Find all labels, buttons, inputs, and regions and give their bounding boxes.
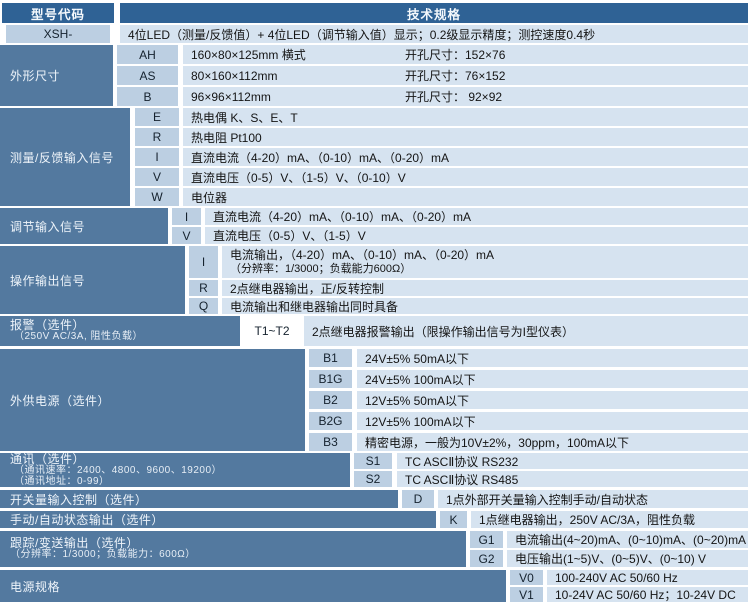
section-label-track-output: 跟踪/变送输出（选件） （分辨率：1/3000；负载能力：600Ω） [0,531,466,567]
code-cell-I: I [135,148,179,166]
desc-row: 热电偶 K、S、E、T [183,108,748,126]
desc-row: 10-24V AC 50/60 Hz；10-24V DC [547,587,748,602]
alarm-label-sub: （250V AC/3A, 阻性负载） [14,331,144,342]
desc-row: 24V±5% 100mA以下 [357,370,748,388]
desc-row: 80×160×112mm 开孔尺寸：76×152 [183,66,748,85]
header-model-code: 型号代码 [2,3,114,23]
model-prefix-cell: XSH- [6,25,110,43]
desc-row: 电压输出(1~5)V、(0~5)V、(0~10) V [507,550,748,567]
track-label-sub: （分辨率：1/3000；负载能力：600Ω） [10,549,196,560]
comm-label-sub2: （通讯地址：0-99） [14,475,110,487]
code-cell-R: R [189,280,218,296]
desc-row: 24V±5% 50mA以下 [357,349,748,367]
code-cell-R: R [135,128,179,146]
code-cell-T1-T2: T1~T2 [254,324,290,338]
code-cell-B1: B1 [309,349,352,367]
desc-row: TC ASCⅡ协议 RS485 [397,471,748,487]
desc-row: 电流输出，（4-20）mA、（0-10）mA、（0-20）mA （分辨率：1/3… [222,246,748,278]
section-label-alarm: 报警（选件） （250V AC/3A, 阻性负载） [0,316,240,346]
desc-row: 100-240V AC 50/60 Hz [547,570,748,585]
section-label-output-signal: 操作输出信号 [0,246,185,314]
desc-row: 电流输出和继电器输出同时具备 [222,298,748,314]
desc-row: 直流电流（4-20）mA、（0-10）mA、（0-20）mA [205,208,748,225]
dim-desc: 160×80×125mm 横式 [191,48,306,62]
code-cell-S2: S2 [354,471,392,487]
code-cell-S1: S1 [354,453,392,469]
desc-row: 电位器 [183,188,748,206]
dim-desc: 80×160×112mm [191,68,278,83]
code-cell-V: V [172,227,201,244]
code-cell-V: V [135,168,179,186]
desc-row: 热电阻 Pt100 [183,128,748,146]
dim-desc: 96×96×112mm [191,89,271,104]
desc-row: 电流输出(4~20)mA、(0~10)mA、(0~20)mA [507,531,748,548]
section-label-input-signal: 测量/反馈输入信号 [0,108,130,206]
desc-row: 直流电流（4-20）mA、（0-10）mA、（0-20）mA [183,148,748,166]
desc-row: 96×96×112mm 开孔尺寸： 92×92 [183,87,748,106]
section-label-power: 电源规格 [0,570,506,602]
code-cell-B2G: B2G [309,412,352,430]
code-cell-I: I [189,246,218,278]
code-cell-G2: G2 [470,550,503,567]
header-tech-spec: 技术规格 [120,3,748,23]
code-cell-V1: V1 [510,587,543,602]
desc-row: TC ASCⅡ协议 RS232 [397,453,748,469]
code-cell-V0: V0 [510,570,543,585]
code-cell-AH: AH [117,45,178,64]
model-desc-cell: 4位LED（测量/反馈值）+ 4位LED（调节输入值）显示；0.2级显示精度；测… [120,25,748,43]
desc-row: 2点继电器输出，正/反转控制 [222,280,748,296]
alarm-label-main: 报警（选件） [10,318,86,332]
code-cell-K: K [440,511,467,528]
desc-row: 160×80×125mm 横式 开孔尺寸：152×76 [183,45,748,64]
code-cell-W: W [135,188,179,206]
section-label-aux-power: 外供电源（选件） [0,349,305,451]
code-cell-G1: G1 [470,531,503,548]
desc-row: 2点继电器报警输出（限操作输出信号为I型仪表） [304,316,748,346]
comm-label-sub1: （通讯速率：2400、4800、9600、19200） [14,464,223,476]
comm-label-main: 通讯（选件） [10,451,86,466]
desc-row: 直流电压（0-5）V、（1-5）V、（0-10）V [183,168,748,186]
hole-size-text: 开孔尺寸：152×76 [405,48,506,62]
code-cell-D: D [402,490,434,508]
section-label-dimensions: 外形尺寸 [0,45,113,106]
code-cell-B2: B2 [309,391,352,409]
code-cell-B1G: B1G [309,370,352,388]
hole-size-text: 开孔尺寸：76×152 [405,69,506,83]
desc-row: 直流电压（0-5）V、（1-5）V [205,227,748,244]
section-label-comm: 通讯（选件） （通讯速率：2400、4800、9600、19200） （通讯地址… [0,453,350,487]
desc-row: 1点外部开关量输入控制手动/自动状态 [438,490,748,508]
code-cell-B: B [117,87,178,106]
code-cell-I: I [172,208,201,225]
desc-row: 12V±5% 100mA以下 [357,412,748,430]
code-cell-B3: B3 [309,433,352,451]
hole-size-text: 开孔尺寸： 92×92 [405,90,503,104]
code-cell-E: E [135,108,179,126]
section-label-switch-input: 开关量输入控制（选件） [0,490,398,508]
code-cell-AS: AS [117,66,178,85]
desc-row: 12V±5% 50mA以下 [357,391,748,409]
desc-row: 1点继电器输出，250V AC/3A，阻性负载 [471,511,748,528]
section-label-adjust-input: 调节输入信号 [0,208,168,244]
output-desc-line1: 电流输出，（4-20）mA、（0-10）mA、（0-20）mA [230,248,495,262]
code-cell-Q: Q [189,298,218,314]
track-label-main: 跟踪/变送输出（选件） [10,536,139,550]
desc-row: 精密电源，一般为10V±2%，30ppm，100mA以下 [357,433,748,451]
section-label-manual-auto: 手动/自动状态输出（选件） [0,511,436,528]
output-desc-line2: （分辨率：1/3000；负载能力600Ω） [230,263,412,275]
